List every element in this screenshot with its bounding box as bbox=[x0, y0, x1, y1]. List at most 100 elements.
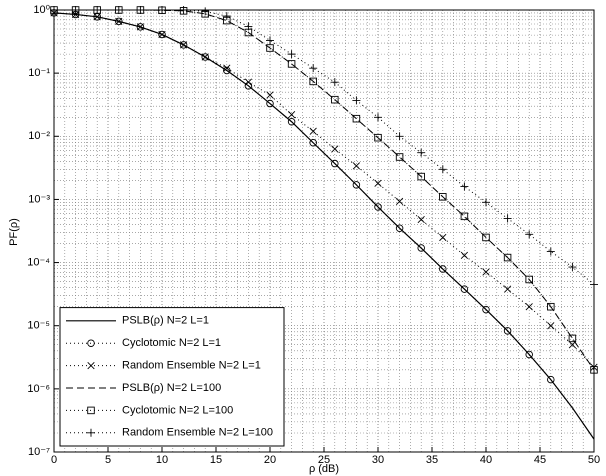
marker bbox=[352, 96, 361, 105]
x-tick-label: 0 bbox=[51, 454, 57, 466]
marker bbox=[309, 138, 317, 147]
marker bbox=[460, 251, 469, 259]
marker bbox=[309, 127, 317, 135]
marker bbox=[158, 30, 166, 39]
marker bbox=[482, 305, 490, 314]
marker bbox=[568, 334, 577, 343]
marker bbox=[71, 10, 80, 19]
marker bbox=[201, 53, 209, 61]
marker bbox=[93, 6, 102, 14]
marker bbox=[331, 159, 339, 168]
marker bbox=[136, 23, 145, 31]
marker bbox=[460, 285, 469, 293]
y-tick-label: 10⁻⁴ bbox=[27, 256, 50, 268]
marker bbox=[179, 6, 188, 14]
marker bbox=[374, 113, 382, 122]
marker bbox=[87, 339, 95, 347]
marker bbox=[590, 280, 598, 289]
y-tick-label: 10⁻⁵ bbox=[27, 320, 50, 332]
marker bbox=[503, 285, 512, 293]
marker bbox=[374, 203, 382, 211]
x-tick-label: 25 bbox=[318, 454, 330, 466]
marker bbox=[482, 233, 490, 242]
legend-label: PSLB(ρ) N=2 L=1 bbox=[122, 315, 209, 327]
marker bbox=[287, 50, 296, 59]
marker bbox=[439, 265, 447, 273]
marker bbox=[136, 6, 145, 14]
marker bbox=[547, 322, 555, 330]
marker bbox=[223, 64, 231, 72]
marker bbox=[179, 41, 188, 49]
marker bbox=[87, 406, 95, 415]
marker bbox=[568, 341, 577, 349]
marker bbox=[266, 36, 274, 45]
legend-label: PSLB(ρ) N=2 L=100 bbox=[122, 382, 221, 394]
marker bbox=[525, 230, 534, 239]
legend-label: Cyclotomic N=2 L=1 bbox=[122, 337, 221, 349]
marker bbox=[287, 111, 296, 119]
marker bbox=[266, 91, 274, 99]
marker bbox=[568, 263, 577, 272]
marker bbox=[244, 22, 253, 31]
marker bbox=[503, 327, 512, 335]
y-tick-label: 10⁻⁷ bbox=[28, 446, 50, 458]
marker bbox=[71, 6, 80, 14]
marker bbox=[115, 17, 123, 26]
y-tick-label: 10⁻¹ bbox=[28, 67, 50, 79]
plot-frame bbox=[53, 9, 595, 453]
marker bbox=[417, 244, 425, 252]
marker bbox=[309, 64, 318, 73]
legend-label: Random Ensemble N=2 L=1 bbox=[122, 360, 261, 372]
y-tick-label: 10⁻² bbox=[28, 130, 50, 142]
marker bbox=[395, 197, 404, 206]
marker bbox=[136, 23, 145, 31]
marker bbox=[115, 17, 123, 26]
marker bbox=[482, 268, 490, 276]
legend-label: Cyclotomic N=2 L=100 bbox=[122, 404, 233, 416]
marker bbox=[50, 6, 58, 14]
marker bbox=[158, 30, 166, 39]
marker bbox=[590, 366, 598, 374]
marker bbox=[525, 303, 533, 311]
legend-label: Random Ensemble N=2 L=100 bbox=[122, 427, 273, 439]
marker bbox=[460, 212, 469, 221]
marker bbox=[395, 132, 404, 141]
marker bbox=[287, 117, 296, 126]
marker bbox=[525, 275, 533, 284]
marker bbox=[547, 302, 555, 311]
y-tick-label: 10⁻⁶ bbox=[27, 383, 50, 395]
marker bbox=[266, 99, 274, 108]
marker bbox=[244, 78, 253, 86]
x-tick-label: 5 bbox=[105, 454, 111, 466]
marker bbox=[395, 153, 404, 161]
marker bbox=[546, 247, 555, 256]
marker bbox=[417, 172, 425, 181]
x-tick-label: 10 bbox=[156, 454, 168, 466]
y-tick-label: 10⁰ bbox=[33, 4, 50, 16]
y-axis-label: PF(ρ) bbox=[8, 218, 20, 246]
marker bbox=[395, 224, 404, 232]
marker bbox=[266, 44, 274, 52]
marker bbox=[503, 253, 512, 262]
marker bbox=[374, 179, 382, 187]
marker bbox=[331, 95, 339, 104]
marker bbox=[87, 428, 95, 437]
x-tick-label: 45 bbox=[534, 454, 546, 466]
marker bbox=[93, 13, 101, 21]
marker bbox=[525, 350, 533, 359]
marker bbox=[352, 114, 361, 123]
marker bbox=[331, 145, 339, 153]
x-tick-label: 35 bbox=[426, 454, 438, 466]
marker bbox=[460, 182, 469, 191]
marker bbox=[547, 375, 555, 384]
marker bbox=[287, 60, 296, 68]
marker bbox=[417, 148, 426, 157]
x-tick-label: 50 bbox=[588, 454, 600, 466]
marker bbox=[223, 66, 231, 75]
marker bbox=[439, 193, 447, 201]
x-tick-label: 15 bbox=[210, 454, 222, 466]
marker bbox=[158, 6, 166, 14]
marker bbox=[309, 77, 317, 86]
